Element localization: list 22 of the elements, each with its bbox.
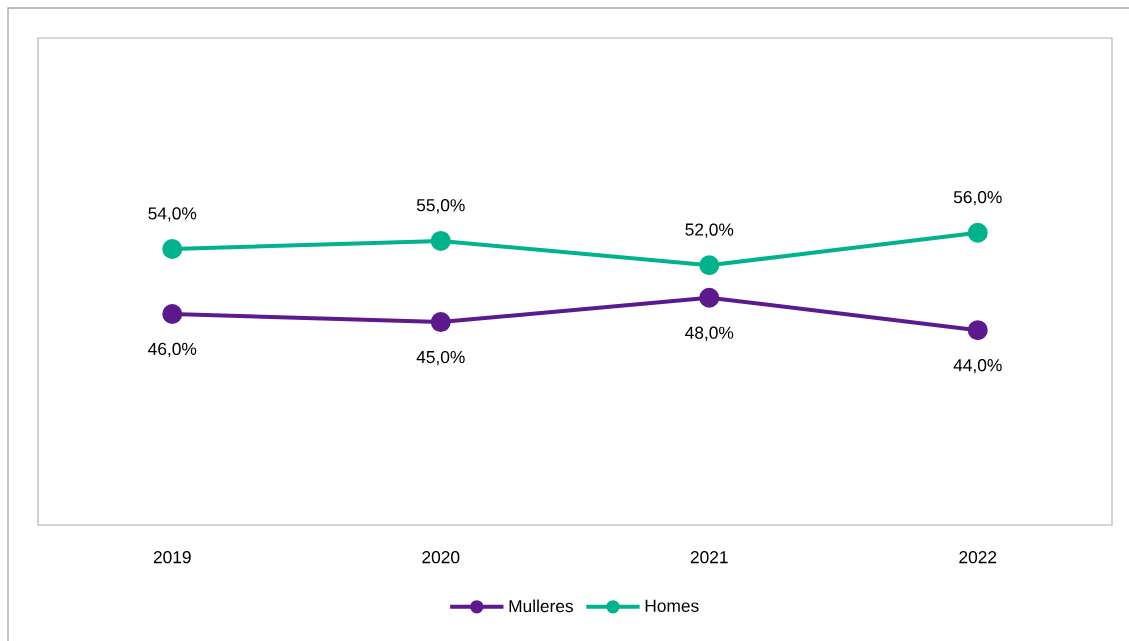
data-label: 55,0% [416,199,465,214]
point [430,230,451,251]
point [162,239,183,260]
data-label: 54,0% [148,207,197,222]
legend-label: Homes [645,599,699,612]
point [162,303,183,324]
data-label: 48,0% [685,326,734,341]
data-label: 56,0% [953,190,1002,206]
point [967,222,988,243]
data-label: 44,0% [953,359,1002,374]
x-tick-label: 2020 [422,551,460,564]
data-label: 45,0% [416,350,465,366]
legend-label: Mulleres [509,599,574,613]
point [699,255,720,276]
x-tick-label: 2021 [690,551,728,564]
point [967,320,988,341]
data-label: 46,0% [148,342,197,358]
x-tick-label: 2022 [959,551,997,564]
data-label: 52,0% [685,223,734,238]
point [699,287,720,308]
x-tick-label: 2019 [153,551,191,564]
point [430,312,451,333]
